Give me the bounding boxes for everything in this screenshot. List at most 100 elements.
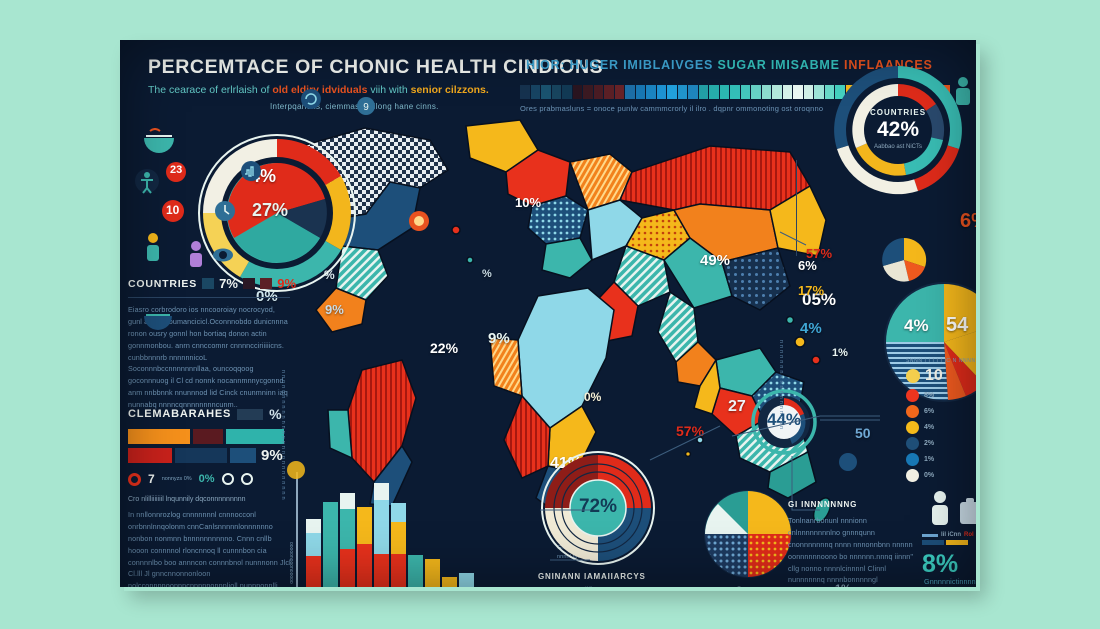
bar-chart-bar[interactable] bbox=[425, 558, 440, 587]
bar-chart[interactable]: ooooonooonooooo bbox=[288, 470, 481, 587]
metrics-bars-row-1 bbox=[128, 429, 300, 444]
badge-label-23: 23 bbox=[170, 164, 183, 176]
right-legend-item[interactable]: 6% bbox=[906, 405, 968, 418]
infographic-poster: 10% 9% 22% 49% 6% 05% 0% 41% 1% 9% 0% % … bbox=[120, 40, 976, 587]
legend-swatch-21 bbox=[740, 85, 750, 99]
metrics-stat-b: 0% bbox=[198, 473, 215, 485]
countries-swatch-c bbox=[260, 278, 273, 289]
bar-segment bbox=[357, 544, 372, 587]
countries-donut-svg bbox=[834, 66, 962, 195]
bottom-quad-pie-svg bbox=[704, 490, 792, 578]
legend-swatch-27 bbox=[803, 85, 813, 99]
global-donut-72[interactable]: 72% bbox=[540, 450, 656, 566]
legend-swatch-26 bbox=[793, 85, 803, 99]
bar-segment bbox=[340, 492, 355, 510]
page-subtitle: The cearace of erlrlaish of old eldiry i… bbox=[148, 84, 548, 97]
global-donut-svg bbox=[541, 451, 655, 565]
bar-segment bbox=[340, 549, 355, 587]
right-legend-item[interactable]: 0% bbox=[906, 469, 968, 482]
legend-swatch-20 bbox=[730, 85, 740, 99]
bar-segment bbox=[391, 553, 406, 587]
legend-swatch-18 bbox=[709, 85, 719, 99]
bar-segment bbox=[442, 577, 457, 587]
right-legend-value-10: 10 bbox=[925, 367, 943, 384]
metrics-body-text: In nnllonnrozlog cnnnnnnnl cnnnocconl on… bbox=[128, 510, 291, 587]
legend-dot-icon bbox=[906, 453, 919, 466]
world-map bbox=[270, 110, 832, 580]
bottom-right-value: 8% bbox=[922, 550, 959, 578]
callout-44-ring[interactable]: 44% bbox=[750, 388, 818, 456]
bottom-right-value-sub: Gnnnnnictinnnnnlnnq onlnnnn gnnnnnnl hnn… bbox=[924, 577, 976, 586]
stat-ring-white-2 bbox=[240, 473, 253, 485]
countries-value-b: 9% bbox=[277, 276, 297, 291]
svg-text:9: 9 bbox=[363, 102, 369, 113]
countries-donut[interactable]: COUNTRIES 42% Aabbao ast NiCTs bbox=[830, 62, 966, 198]
badge-dot-23 bbox=[166, 162, 186, 182]
countries-swatch-b bbox=[242, 278, 256, 289]
metrics-bars-row-2 bbox=[128, 448, 256, 463]
callout-44-ring-svg bbox=[751, 389, 817, 455]
countries-body-text: Eiasro corbrodoro ios nncooroiay nocrocy… bbox=[128, 305, 288, 409]
bottom-right-body: Tonlnanrbonunl nnnionn cnlnnnnnnnnlno gn… bbox=[788, 516, 914, 585]
right-small-pie[interactable] bbox=[880, 236, 928, 284]
right-legend-item[interactable]: 2% bbox=[906, 437, 968, 450]
bar-chart-bar[interactable] bbox=[323, 501, 338, 587]
legend-swatch-16 bbox=[688, 85, 698, 99]
bar-chart-bar[interactable] bbox=[357, 506, 372, 587]
refresh-icon bbox=[301, 89, 321, 109]
bottom-quad-pie[interactable] bbox=[702, 488, 794, 580]
pill-icon bbox=[409, 211, 429, 231]
countries-divider bbox=[128, 297, 290, 298]
subtitle-highlight-1: old eldiry idviduals bbox=[272, 84, 368, 96]
legend-heading-b: SUGAR IMISABME bbox=[717, 58, 840, 72]
bar-chart-bar[interactable] bbox=[408, 555, 423, 587]
bar-segment bbox=[374, 483, 389, 500]
bar-segment bbox=[425, 558, 440, 587]
countries-value-a: 7% bbox=[219, 276, 238, 291]
legend-swatch-25 bbox=[782, 85, 792, 99]
countries-donut-center-title: COUNTRIES bbox=[869, 108, 927, 117]
accessibility-icon bbox=[135, 169, 159, 194]
side-vertical-text: nnnnnnnnnnnnnnnnnnnnnnnnnn bbox=[280, 370, 286, 502]
bar-chart-bar[interactable] bbox=[306, 518, 321, 587]
right-legend-item[interactable]: 8% bbox=[906, 389, 968, 402]
bar-segment bbox=[357, 506, 372, 545]
metrics-caption: Cro nlilliiiiiiil lnqunnily dqconnnnnnnn… bbox=[128, 496, 246, 503]
legend-dot-icon bbox=[906, 469, 919, 482]
right-legend-item[interactable]: 1% bbox=[906, 453, 968, 466]
stat-ring-red bbox=[128, 472, 141, 486]
callout-2: 2 bbox=[736, 585, 742, 587]
legend-swatch-14 bbox=[667, 85, 677, 99]
bar-chart-bar[interactable] bbox=[442, 577, 457, 587]
legend-swatch-7 bbox=[593, 85, 603, 99]
bar-chart-bar[interactable] bbox=[374, 483, 389, 587]
right-legend-item[interactable]: 4% bbox=[906, 421, 968, 434]
legend-swatch-17 bbox=[698, 85, 708, 99]
metrics-value-9: 9% bbox=[261, 447, 283, 464]
bowl-icon bbox=[144, 128, 174, 153]
countries-swatch-a bbox=[202, 278, 215, 289]
bar-chart-bar[interactable] bbox=[391, 503, 406, 587]
badge-label-10: 10 bbox=[166, 203, 180, 217]
countries-block-title: COUNTRIES bbox=[128, 277, 198, 290]
left-nested-donut[interactable]: 4% 27% bbox=[192, 128, 362, 298]
bar-chart-axis-label: ooooonooonooooo bbox=[288, 542, 294, 584]
legend-swatch-22 bbox=[751, 85, 761, 99]
bar-segment bbox=[459, 572, 474, 587]
right-legend-header: SNNN I I I I I IC N NNNNNG bbox=[906, 358, 976, 364]
legend-dot-icon bbox=[906, 437, 919, 450]
legend-dot-icon bbox=[906, 405, 919, 418]
bar-chart-bar[interactable] bbox=[459, 572, 474, 587]
metric-bar bbox=[175, 448, 227, 463]
callout-50: 50 bbox=[855, 425, 871, 441]
page-subtitle-small: Interpqanons, ciemmas, acilong hane cinn… bbox=[270, 102, 439, 111]
right-legend-items: 8% 6% 4% 2% 1% 0% bbox=[906, 389, 968, 482]
bar-chart-bar[interactable] bbox=[340, 492, 355, 587]
metric-bar bbox=[128, 429, 190, 444]
bar-segment bbox=[391, 522, 406, 554]
bar-segment bbox=[306, 532, 321, 557]
legend-swatch-6 bbox=[583, 85, 593, 99]
global-donut-caption-title: GNINANN IAMAIIARCYS bbox=[538, 572, 646, 581]
legend-dot-icon bbox=[906, 389, 919, 402]
right-legend-item-label: 2% bbox=[924, 440, 935, 447]
